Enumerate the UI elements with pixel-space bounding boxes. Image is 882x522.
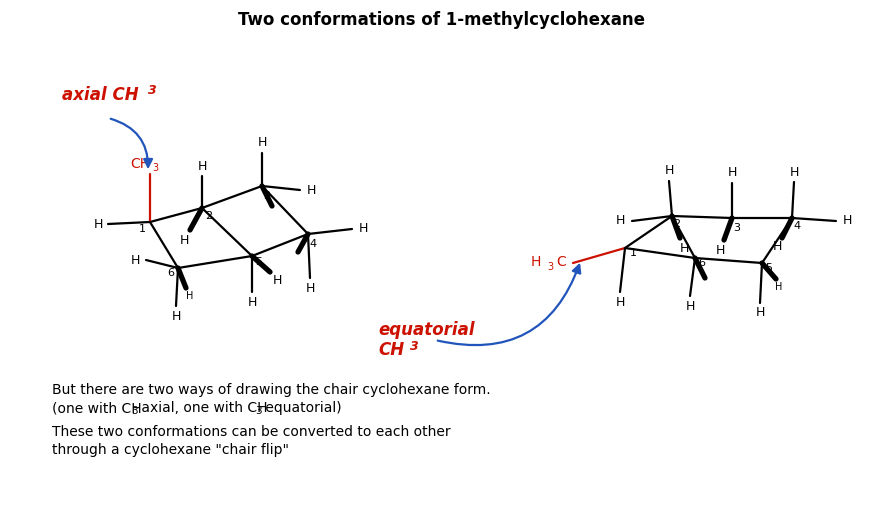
Text: H: H xyxy=(171,310,181,323)
Text: CH: CH xyxy=(130,157,150,171)
Text: 6: 6 xyxy=(699,258,706,268)
Text: H: H xyxy=(616,215,624,228)
Text: 2: 2 xyxy=(206,211,213,221)
Text: H: H xyxy=(773,240,781,253)
Text: H: H xyxy=(842,215,852,228)
Text: H: H xyxy=(685,300,695,313)
Text: 3: 3 xyxy=(131,406,138,416)
Text: H: H xyxy=(358,222,368,235)
Text: 1: 1 xyxy=(138,224,146,234)
Text: Two conformations of 1-methylcyclohexane: Two conformations of 1-methylcyclohexane xyxy=(237,11,645,29)
Text: H: H xyxy=(131,254,139,267)
Text: axial CH: axial CH xyxy=(62,86,138,104)
Text: 4: 4 xyxy=(310,239,317,249)
Text: through a cyclohexane "chair flip": through a cyclohexane "chair flip" xyxy=(52,443,289,457)
Text: 3: 3 xyxy=(410,339,419,352)
Text: H: H xyxy=(247,295,257,309)
Text: H: H xyxy=(258,136,266,149)
Text: H: H xyxy=(755,306,765,319)
Text: 3: 3 xyxy=(734,223,741,233)
Text: H: H xyxy=(789,165,799,179)
Text: H: H xyxy=(775,282,782,292)
Text: H: H xyxy=(198,160,206,172)
Text: H: H xyxy=(728,167,736,180)
Text: 2: 2 xyxy=(674,219,681,229)
Text: These two conformations can be converted to each other: These two conformations can be converted… xyxy=(52,425,451,439)
Text: H: H xyxy=(715,243,725,256)
Text: H: H xyxy=(179,233,189,246)
Text: H: H xyxy=(93,218,102,231)
Text: 5: 5 xyxy=(766,263,773,273)
Text: axial, one with CH: axial, one with CH xyxy=(137,401,267,415)
Text: H: H xyxy=(186,291,194,301)
Text: 5: 5 xyxy=(256,257,263,267)
Text: equatorial: equatorial xyxy=(378,321,475,339)
Text: 3: 3 xyxy=(148,85,157,98)
Text: 3: 3 xyxy=(255,406,262,416)
Text: 3: 3 xyxy=(547,262,553,272)
Text: C: C xyxy=(556,255,565,269)
Text: H: H xyxy=(616,295,624,309)
Text: (one with CH: (one with CH xyxy=(52,401,142,415)
Text: 3: 3 xyxy=(264,191,271,201)
Text: 3: 3 xyxy=(152,163,158,173)
Text: CH: CH xyxy=(378,341,404,359)
Text: H: H xyxy=(531,255,541,269)
Text: 6: 6 xyxy=(168,268,175,278)
Text: 4: 4 xyxy=(794,221,801,231)
Text: 1: 1 xyxy=(630,248,637,258)
Text: H: H xyxy=(306,184,316,196)
Text: H: H xyxy=(305,281,315,294)
Text: H: H xyxy=(664,164,674,177)
Text: H: H xyxy=(273,274,281,287)
Text: But there are two ways of drawing the chair cyclohexane form.: But there are two ways of drawing the ch… xyxy=(52,383,490,397)
Text: H: H xyxy=(679,242,689,255)
Text: equatorial): equatorial) xyxy=(261,401,341,415)
